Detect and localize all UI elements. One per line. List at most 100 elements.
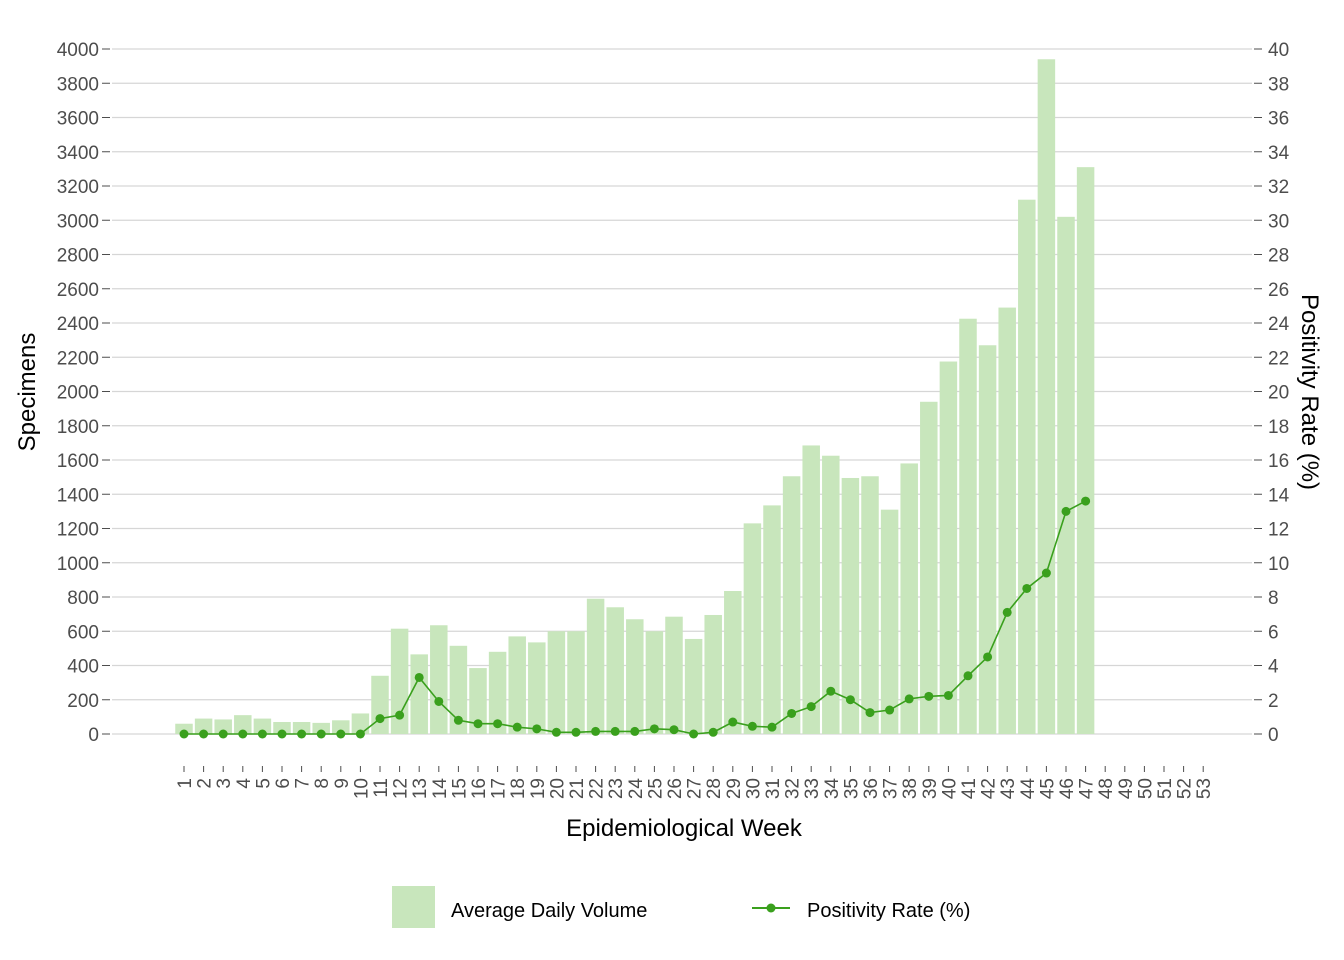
bar — [841, 477, 860, 734]
bar — [1057, 216, 1075, 734]
x-tick-label: 35 — [841, 778, 862, 799]
x-tick-label: 41 — [959, 778, 980, 799]
x-tick-label: 18 — [508, 778, 529, 799]
y-tick-label: 1200 — [57, 520, 99, 541]
legend: Average Daily Volume Positivity Rate (%) — [392, 886, 970, 928]
y-tick-label: 3600 — [57, 109, 99, 130]
data-point — [453, 715, 463, 725]
y2-tick-label: 18 — [1268, 417, 1289, 438]
x-tick-label: 12 — [391, 778, 412, 799]
y-tick-label: 3400 — [57, 143, 99, 164]
x-tick-label: 8 — [312, 778, 333, 789]
data-point — [336, 729, 346, 739]
y-tick-label: 2000 — [57, 383, 99, 404]
bar — [645, 631, 664, 734]
x-tick-label: 10 — [351, 778, 372, 799]
data-point — [493, 719, 503, 729]
data-point — [1041, 568, 1051, 578]
y2-tick-label: 30 — [1268, 211, 1289, 232]
bar — [763, 505, 781, 734]
x-tick-label: 52 — [1175, 778, 1196, 799]
legend-bar-swatch — [392, 886, 435, 928]
bar — [724, 591, 742, 734]
x-tick-label: 33 — [802, 778, 823, 799]
data-point — [649, 724, 659, 734]
bar — [743, 523, 762, 734]
bar — [194, 718, 213, 734]
data-point — [591, 726, 601, 736]
bar — [959, 318, 977, 734]
data-point — [297, 729, 307, 739]
y2-tick-label: 2 — [1268, 691, 1279, 712]
legend-bar-label: Average Daily Volume — [451, 900, 647, 922]
data-point — [355, 729, 365, 739]
bar — [508, 636, 526, 734]
y2-tick-label: 40 — [1268, 40, 1289, 61]
y2-axis-title: Positivity Rate (%) — [1296, 294, 1323, 490]
y-tick-label: 2800 — [57, 246, 99, 267]
bar — [920, 401, 938, 734]
bar — [665, 616, 683, 734]
data-point — [924, 691, 934, 701]
data-point — [885, 705, 895, 715]
y-tick-label: 2600 — [57, 280, 99, 301]
bar — [292, 722, 311, 734]
bar — [214, 719, 232, 734]
data-point — [199, 729, 209, 739]
data-point — [610, 726, 620, 736]
x-tick-label: 27 — [685, 778, 706, 799]
x-tick-label: 11 — [371, 778, 392, 798]
y2-tick-label: 12 — [1268, 520, 1289, 541]
data-point — [806, 702, 816, 712]
x-tick-label: 5 — [253, 778, 274, 789]
y2-tick-label: 10 — [1268, 554, 1289, 575]
legend-line-marker — [766, 903, 776, 913]
y-tick-label: 1000 — [57, 554, 99, 575]
y-tick-label: 400 — [67, 657, 99, 678]
bar — [1076, 167, 1095, 735]
x-tick-label: 2 — [195, 778, 216, 789]
bar — [802, 445, 820, 734]
data-point — [787, 708, 797, 718]
bar — [939, 361, 958, 734]
bar — [488, 651, 507, 734]
x-tick-label: 16 — [469, 778, 490, 799]
x-tick-label: 19 — [528, 778, 549, 799]
bar — [626, 619, 644, 734]
data-point — [943, 690, 953, 700]
data-point — [218, 729, 228, 739]
x-tick-label: 34 — [822, 778, 843, 800]
bar — [430, 625, 448, 734]
y-tick-label: 0 — [88, 725, 99, 746]
data-point — [414, 672, 424, 682]
y-tick-label: 4000 — [57, 40, 99, 61]
x-tick-label: 42 — [979, 778, 1000, 799]
data-point — [277, 729, 287, 739]
data-point — [1022, 583, 1032, 593]
x-tick-label: 26 — [665, 778, 686, 799]
data-point — [473, 719, 483, 729]
x-tick-label: 53 — [1194, 778, 1215, 799]
x-tick-label: 25 — [645, 778, 666, 799]
bar — [684, 638, 703, 734]
y2-tick-label: 8 — [1268, 588, 1279, 609]
x-tick-label: 13 — [410, 778, 431, 799]
x-tick-label: 29 — [724, 778, 745, 799]
bar — [978, 345, 997, 734]
x-tick-label: 15 — [449, 778, 470, 799]
bar — [782, 476, 801, 734]
x-tick-label: 21 — [567, 778, 588, 799]
y2-tick-label: 20 — [1268, 383, 1289, 404]
x-tick-label: 31 — [763, 778, 784, 799]
x-tick-label: 32 — [783, 778, 804, 799]
x-tick-label: 39 — [920, 778, 941, 799]
y-tick-label: 3800 — [57, 74, 99, 95]
x-tick-label: 43 — [998, 778, 1019, 799]
x-tick-label: 30 — [743, 778, 764, 799]
x-tick-label: 37 — [881, 778, 902, 799]
y-tick-label: 1400 — [57, 485, 99, 506]
y2-tick-label: 32 — [1268, 177, 1289, 198]
data-point — [551, 727, 561, 737]
bar — [528, 642, 546, 734]
